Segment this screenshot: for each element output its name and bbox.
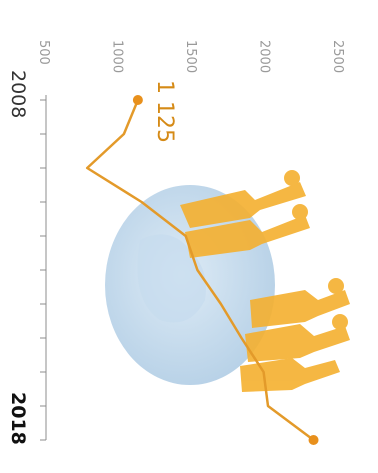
- person-figure-icon: [180, 182, 306, 228]
- y-tick-label: 500: [36, 40, 51, 65]
- y-tick-label: 1500: [183, 40, 198, 73]
- series-line: [85, 99, 315, 442]
- y-tick-label: 1000: [110, 40, 125, 73]
- y-tick-labels: 500 1000 1500 2000 2500: [36, 40, 345, 73]
- person-figure-icon: [250, 290, 350, 328]
- globe-continent-icon: [137, 234, 206, 323]
- x-tick-labels: 2008 2018: [7, 70, 29, 445]
- first-point-marker: [132, 95, 143, 105]
- person-head-icon: [332, 314, 348, 330]
- y-tick-label: 2000: [257, 40, 272, 73]
- x-tick-label: 2008: [7, 70, 29, 118]
- x-ticks: [40, 99, 46, 441]
- first-value-label: 1 125: [152, 80, 177, 143]
- series-markers: [132, 95, 319, 445]
- person-head-icon: [292, 204, 308, 220]
- person-head-icon: [328, 278, 344, 294]
- x-tick-label: 2018: [7, 392, 29, 445]
- people-figures-top: [180, 170, 310, 258]
- person-figure-icon: [245, 324, 350, 362]
- person-figure-icon: [185, 215, 310, 258]
- person-figure-icon: [240, 358, 340, 392]
- last-point-marker: [308, 435, 319, 445]
- person-head-icon: [284, 170, 300, 186]
- y-tick-label: 2500: [330, 40, 345, 73]
